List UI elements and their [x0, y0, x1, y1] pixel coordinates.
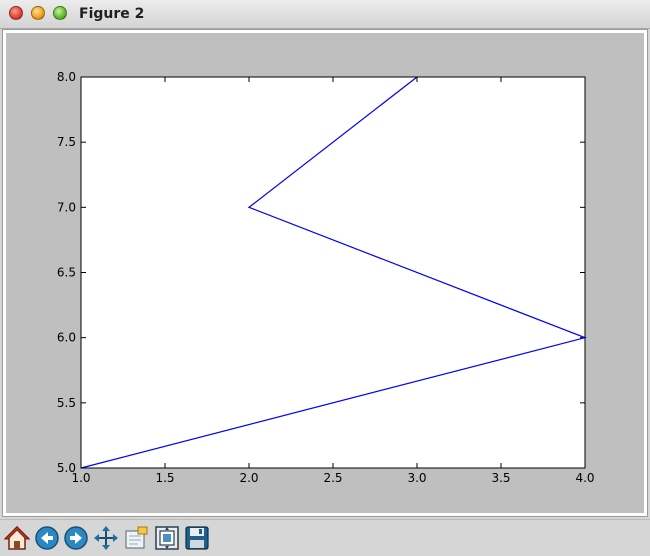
x-tick-label: 1.0 [71, 471, 90, 485]
x-tick-label: 3.5 [491, 471, 510, 485]
axes-area[interactable] [81, 77, 585, 468]
y-tick-label: 7.5 [57, 135, 76, 149]
back-arrow-icon [35, 526, 59, 550]
zoom-to-rect-button[interactable] [123, 525, 149, 551]
y-tick-label: 7.0 [57, 200, 76, 214]
pan-button[interactable] [93, 525, 119, 551]
forward-button[interactable] [63, 525, 89, 551]
x-tick-label: 2.0 [239, 471, 258, 485]
series-line [80, 76, 587, 469]
window-title: Figure 2 [79, 6, 145, 22]
back-button[interactable] [34, 525, 60, 551]
save-floppy-icon [185, 526, 209, 550]
subplots-configure-icon [155, 526, 179, 550]
forward-arrow-icon [64, 526, 88, 550]
figure-canvas[interactable]: 1.0 1.5 2.0 2.5 3.0 3.5 4.0 5.0 5.5 6.0 6.5 7.0 7.5… [6, 33, 644, 513]
zoom-to-rect-icon [125, 526, 148, 549]
data-point [248, 206, 250, 208]
save-figure-button[interactable] [184, 525, 210, 551]
y-tick-labels: 5.0 5.5 6.0 6.5 7.0 7.5 8.0 [57, 70, 76, 475]
x-tick-labels: 1.0 1.5 2.0 2.5 3.0 3.5 4.0 [71, 471, 594, 485]
home-button[interactable] [3, 525, 31, 551]
y-tick-label: 5.0 [57, 461, 76, 475]
y-tick-label: 6.5 [57, 266, 76, 280]
minimize-window-button[interactable] [31, 6, 45, 20]
y-tick-label: 5.5 [57, 396, 76, 410]
configure-subplots-button[interactable] [154, 525, 180, 551]
close-window-button[interactable] [9, 6, 23, 20]
y-tick-label: 6.0 [57, 331, 76, 345]
x-tick-label: 1.5 [155, 471, 174, 485]
home-icon [3, 525, 31, 550]
x-tick-label: 4.0 [575, 471, 594, 485]
line-chart[interactable]: 1.0 1.5 2.0 2.5 3.0 3.5 4.0 5.0 5.5 6.0 6.5 7.0 7.5… [6, 33, 644, 513]
title-bar[interactable]: Figure 2 [0, 0, 650, 29]
pan-arrows-icon [94, 526, 118, 550]
x-tick-label: 2.5 [323, 471, 342, 485]
axes-frame [80, 76, 586, 469]
y-tick-label: 8.0 [57, 70, 76, 84]
navigation-toolbar [0, 519, 650, 553]
maximize-window-button[interactable] [53, 6, 67, 20]
x-tick-label: 3.0 [407, 471, 426, 485]
